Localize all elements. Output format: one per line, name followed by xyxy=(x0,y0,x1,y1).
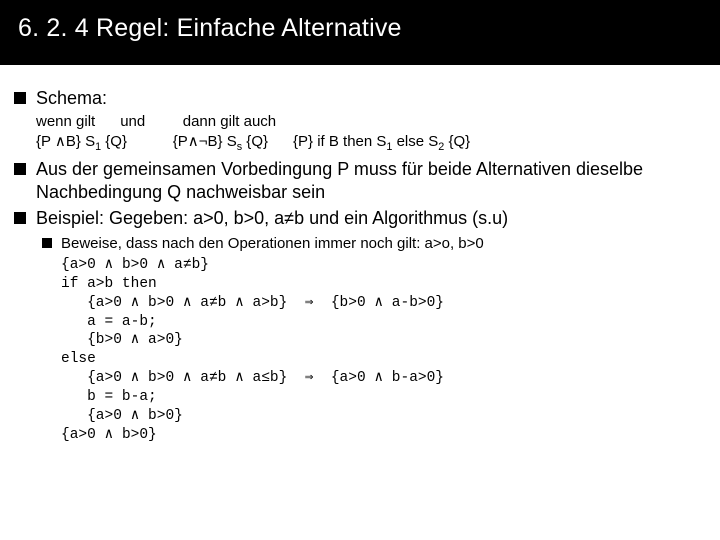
title-bar: 6. 2. 4 Regel: Einfache Alternative xyxy=(0,0,720,65)
bullet-example: Beispiel: Gegeben: a>0, b>0, a≠b und ein… xyxy=(14,207,706,230)
code-line: else xyxy=(61,350,706,369)
schema-line-1: wenn gilt und dann gilt auch xyxy=(36,112,706,132)
code-line: {a>0 ∧ b>0} xyxy=(61,426,706,445)
bullet-schema: Schema: xyxy=(14,87,706,110)
slide-root: { "title": "6. 2. 4 Regel: Einfache Alte… xyxy=(0,0,720,540)
bullet-prove-label: Beweise, dass nach den Operationen immer… xyxy=(61,234,484,254)
bullet-prove: Beweise, dass nach den Operationen immer… xyxy=(42,234,706,254)
bullet-example-label: Beispiel: Gegeben: a>0, b>0, a≠b und ein… xyxy=(36,207,508,230)
bullet-schema-label: Schema: xyxy=(36,87,107,110)
content-area: Schema: wenn gilt und dann gilt auch {P … xyxy=(0,65,720,444)
code-line: b = b-a; xyxy=(61,388,706,407)
slide-title: 6. 2. 4 Regel: Einfache Alternative xyxy=(18,14,702,43)
code-line: {a>0 ∧ b>0} xyxy=(61,407,706,426)
bullet-precondition-label: Aus der gemeinsamen Vorbedingung P muss … xyxy=(36,158,706,203)
code-line: if a>b then xyxy=(61,275,706,294)
schema-block: wenn gilt und dann gilt auch {P ∧B} S1 {… xyxy=(36,112,706,153)
code-line: a = a-b; xyxy=(61,313,706,332)
proof-code: {a>0 ∧ b>0 ∧ a≠b} if a>b then {a>0 ∧ b>0… xyxy=(61,256,706,444)
square-bullet-icon xyxy=(14,163,26,175)
code-line: {a>0 ∧ b>0 ∧ a≠b} xyxy=(61,256,706,275)
square-bullet-icon xyxy=(14,212,26,224)
code-line: {b>0 ∧ a>0} xyxy=(61,331,706,350)
square-bullet-icon xyxy=(42,238,52,248)
schema-line-2: {P ∧B} S1 {Q} {P∧¬B} Ss {Q} {P} if B the… xyxy=(36,132,706,152)
code-line: {a>0 ∧ b>0 ∧ a≠b ∧ a≤b} ⇒ {a>0 ∧ b-a>0} xyxy=(61,369,706,388)
bullet-precondition: Aus der gemeinsamen Vorbedingung P muss … xyxy=(14,158,706,203)
square-bullet-icon xyxy=(14,92,26,104)
code-line: {a>0 ∧ b>0 ∧ a≠b ∧ a>b} ⇒ {b>0 ∧ a-b>0} xyxy=(61,294,706,313)
